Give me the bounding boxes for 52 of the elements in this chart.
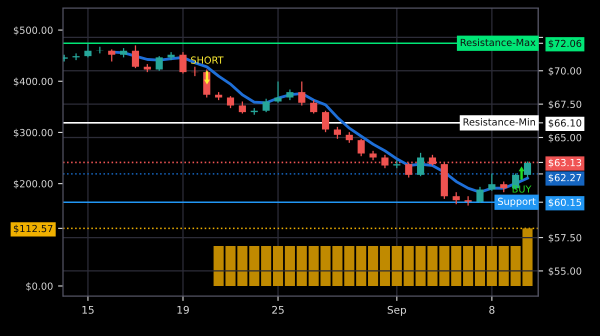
y2-tick-label: $62.27 bbox=[548, 174, 582, 183]
candlestick bbox=[156, 55, 163, 72]
candlestick bbox=[452, 192, 460, 205]
ref-line-label: Support bbox=[498, 198, 536, 207]
ref-line-label: Resistance-Min bbox=[464, 118, 535, 126]
y-tick-label: $0.00 bbox=[26, 282, 53, 292]
candlestick bbox=[310, 100, 318, 114]
candlestick bbox=[132, 44, 140, 69]
candlestick bbox=[346, 132, 353, 144]
candlestick bbox=[286, 88, 294, 101]
candlestick bbox=[96, 46, 104, 54]
y-tick-label: $300.00 bbox=[14, 128, 53, 138]
candlestick bbox=[238, 100, 246, 114]
y-tick-label: $500.00 bbox=[14, 26, 53, 36]
candlestick bbox=[476, 186, 484, 204]
x-tick-label: 19 bbox=[178, 306, 189, 314]
x-tick-label: 8 bbox=[489, 306, 494, 314]
y2-tick-label: $57.50 bbox=[548, 234, 582, 243]
candlestick bbox=[488, 172, 496, 192]
candlestick bbox=[226, 96, 234, 109]
candlestick bbox=[334, 126, 341, 140]
annotation: SHORT bbox=[191, 56, 224, 64]
y2-tick-label: $66.10 bbox=[548, 119, 582, 128]
candlestick bbox=[262, 98, 270, 113]
candlestick bbox=[120, 47, 128, 58]
candlestick bbox=[322, 110, 330, 133]
candlestick bbox=[108, 48, 116, 62]
x-tick-label: 15 bbox=[82, 306, 94, 314]
candlestick bbox=[500, 180, 508, 193]
y-tick-label: $112.57 bbox=[14, 224, 52, 234]
candlestick bbox=[179, 51, 187, 74]
y2-tick-label: $65.00 bbox=[548, 134, 582, 143]
y-tick-label: $400.00 bbox=[14, 78, 53, 86]
candlestick bbox=[298, 80, 306, 106]
x-tick-label: 25 bbox=[272, 306, 284, 314]
candlestick bbox=[84, 43, 92, 58]
candlestick bbox=[464, 196, 472, 206]
candlestick bbox=[274, 80, 282, 104]
candlestick bbox=[393, 160, 400, 169]
candlestick bbox=[417, 152, 424, 177]
y2-tick-label: $72.06 bbox=[548, 40, 582, 48]
y-tick-label: $200.00 bbox=[14, 180, 53, 189]
candlestick bbox=[358, 138, 365, 157]
x-tick-label: Sep bbox=[388, 306, 406, 316]
y2-tick-label: $67.50 bbox=[548, 100, 582, 110]
candlestick bbox=[370, 150, 377, 161]
y2-tick-label: $55.00 bbox=[548, 267, 582, 276]
annotation: BUY bbox=[512, 185, 532, 193]
y2-tick-label: $60.15 bbox=[548, 198, 582, 208]
y2-tick-label: $70.00 bbox=[548, 67, 582, 76]
y2-tick-label: $63.13 bbox=[548, 158, 582, 168]
ref-line-label: Resistance-Max bbox=[460, 38, 536, 46]
